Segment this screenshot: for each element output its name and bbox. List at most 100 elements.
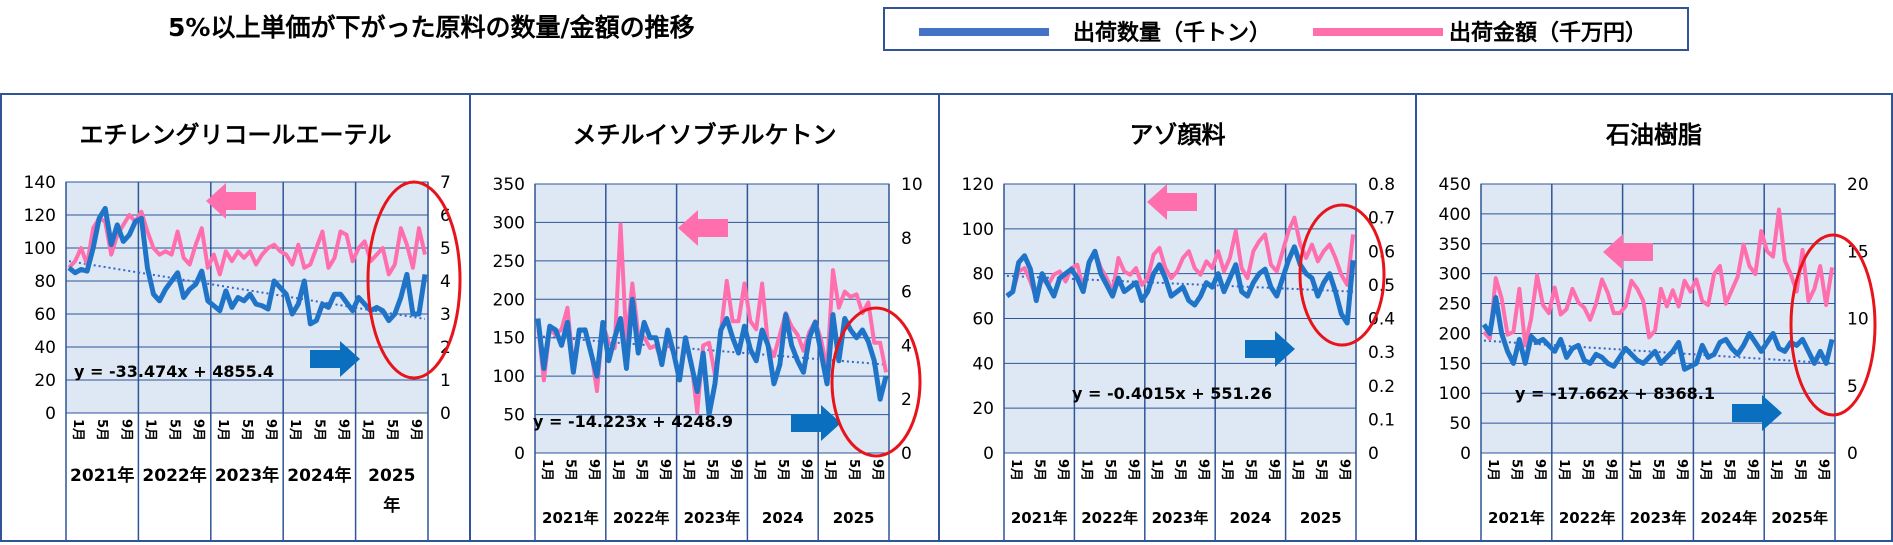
legend-swatch-qty <box>919 28 1049 36</box>
x-tick-label: 9月 <box>728 459 743 481</box>
chart-title: アゾ顔料 <box>1129 121 1226 149</box>
y-tick-label-left: 80 <box>34 272 56 292</box>
y-tick-label-right: 0.4 <box>1368 310 1395 330</box>
x-tick-label: 1月 <box>681 459 696 481</box>
year-label: 2021年 <box>542 509 599 527</box>
x-tick-label: 1月 <box>1697 459 1712 481</box>
legend-label-amt: 出荷金額（千万円） <box>1449 21 1648 46</box>
y-tick-label-right: 0.3 <box>1368 343 1395 363</box>
chart-panel-1: メチルイソブチルケトン 0 50 100 150 200 250 300 350 0 2 4 6 8 10… <box>469 93 940 542</box>
x-tick-label: 1月 <box>287 419 302 441</box>
y-tick-label-left: 20 <box>34 371 56 391</box>
y-tick-label-right: 2 <box>901 390 912 410</box>
trendline <box>1483 339 1833 365</box>
x-tick-label: 5月 <box>633 459 648 481</box>
year-label: 2021年 <box>70 465 134 486</box>
y-tick-label-left: 350 <box>493 175 525 195</box>
x-tick-label: 9月 <box>335 419 350 441</box>
chart-title: メチルイソブチルケトン <box>572 121 837 149</box>
year-label: 2023年 <box>684 509 741 527</box>
arrow-left-amount-axis <box>206 183 256 219</box>
x-tick-label: 1月 <box>1627 459 1642 481</box>
x-tick-label: 1月 <box>1485 459 1500 481</box>
y-tick-label-left: 100 <box>24 239 56 259</box>
y-tick-label-left: 150 <box>1439 354 1471 374</box>
x-tick-label: 5月 <box>1031 459 1046 481</box>
x-tick-label: 5月 <box>846 459 861 481</box>
year-label: 2025 <box>833 509 875 527</box>
y-tick-label-left: 120 <box>962 175 994 195</box>
y-tick-label-left: 0 <box>45 404 56 424</box>
x-tick-label: 1月 <box>142 419 157 441</box>
trend-equation: y = -33.474x + 4855.4 <box>74 362 274 381</box>
y-tick-label-right: 4 <box>440 272 451 292</box>
y-tick-label-left: 100 <box>962 220 994 240</box>
y-tick-label-left: 20 <box>972 399 994 419</box>
y-tick-label-left: 40 <box>972 354 994 374</box>
x-tick-label: 1月 <box>1556 459 1571 481</box>
year-label: 2023年 <box>1630 509 1687 527</box>
year-label: 2023年 <box>215 465 279 486</box>
year-label: 2022年 <box>1081 509 1138 527</box>
y-tick-label-left: 100 <box>493 367 525 387</box>
x-tick-label: 5月 <box>1650 459 1665 481</box>
x-tick-label: 1月 <box>1149 459 1164 481</box>
x-tick-label: 5月 <box>1721 459 1736 481</box>
series-line-amount <box>67 209 427 277</box>
year-label: 2022年 <box>1559 509 1616 527</box>
y-tick-label-left: 0 <box>983 444 994 464</box>
x-tick-label: 5月 <box>704 459 719 481</box>
y-tick-label-left: 140 <box>24 173 56 193</box>
x-tick-label: 9月 <box>1196 459 1211 481</box>
x-tick-label: 9月 <box>1815 459 1830 481</box>
x-tick-label: 9月 <box>408 419 423 441</box>
series-line-quantity <box>67 205 428 327</box>
x-tick-label: 9月 <box>586 459 601 481</box>
year-label: 2022年 <box>142 465 206 486</box>
y-tick-label-right: 5 <box>1847 377 1858 397</box>
y-tick-label-right: 6 <box>440 206 451 226</box>
y-tick-label-right: 1 <box>440 371 451 391</box>
y-tick-label-left: 60 <box>972 310 994 330</box>
y-tick-label-left: 300 <box>1439 265 1471 285</box>
year-label: 2023年 <box>1152 509 1209 527</box>
y-tick-label-right: 3 <box>440 305 451 325</box>
x-tick-label: 1月 <box>610 459 625 481</box>
x-tick-label: 5月 <box>775 459 790 481</box>
y-tick-label-right: 0.8 <box>1368 175 1395 195</box>
trendline <box>68 260 426 320</box>
arrow-left-amount-axis <box>1603 234 1653 270</box>
x-tick-label: 9月 <box>1603 459 1618 481</box>
series-line-amount <box>1005 215 1356 301</box>
x-tick-label: 9月 <box>657 459 672 481</box>
arrow-right-quantity-axis <box>1245 331 1295 367</box>
year-label-suffix: 年 <box>383 495 400 516</box>
x-tick-label: 5月 <box>1172 459 1187 481</box>
y-tick-label-left: 40 <box>34 338 56 358</box>
year-label: 2025年 <box>1771 509 1828 527</box>
y-tick-label-left: 0 <box>1460 444 1471 464</box>
chart-svg-2: 02040608010012000.10.20.30.40.50.60.70.8… <box>962 175 1395 540</box>
x-tick-label: 9月 <box>1674 459 1689 481</box>
arrow-right-quantity-axis <box>310 341 360 377</box>
y-tick-label-left: 50 <box>503 406 525 426</box>
arrow-left-amount-axis <box>678 210 728 246</box>
chart-panel-3: 石油樹脂 0 50 100 150 200 250 300 350 400 450 0 5 10 15 20… <box>1415 93 1893 542</box>
x-tick-label: 9月 <box>1532 459 1547 481</box>
y-tick-label-right: 10 <box>901 175 923 195</box>
x-tick-label: 9月 <box>1336 459 1351 481</box>
x-tick-label: 5月 <box>1102 459 1117 481</box>
y-tick-label-left: 50 <box>1449 414 1471 434</box>
x-tick-label: 1月 <box>751 459 766 481</box>
highlight-circle <box>366 180 462 380</box>
trend-equation: y = -0.4015x + 551.26 <box>1072 384 1272 403</box>
x-tick-label: 1月 <box>70 419 85 441</box>
highlight-circle <box>1298 203 1386 347</box>
y-tick-label-left: 200 <box>493 290 525 310</box>
y-tick-label-left: 0 <box>514 444 525 464</box>
x-tick-label: 5月 <box>311 419 326 441</box>
x-tick-label: 1月 <box>1768 459 1783 481</box>
y-tick-label-left: 120 <box>24 206 56 226</box>
x-tick-label: 9月 <box>263 419 278 441</box>
